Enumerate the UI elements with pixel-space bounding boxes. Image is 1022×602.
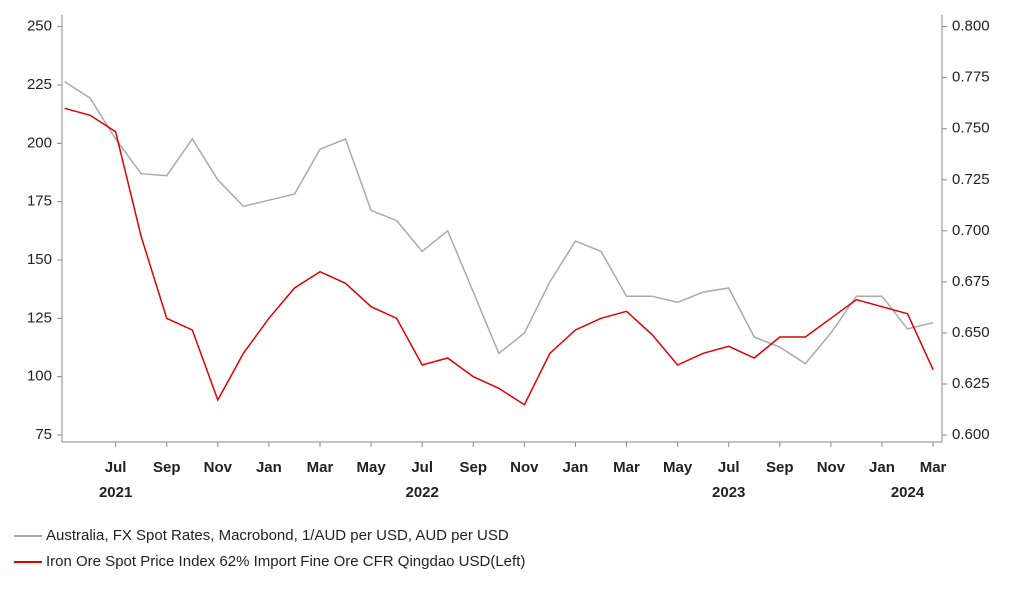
x-tick-label: Jan <box>256 459 282 476</box>
y2-tick-label: 0.650 <box>952 324 990 341</box>
y-tick-label: 125 <box>27 309 52 326</box>
x-tick-label: Nov <box>204 459 233 476</box>
y2-tick-label: 0.725 <box>952 171 990 188</box>
x-tick-label: May <box>663 459 693 476</box>
x-tick-label: Jul <box>718 459 740 476</box>
y2-tick-label: 0.775 <box>952 69 990 86</box>
y2-tick-label: 0.700 <box>952 222 990 239</box>
y2-tick-label: 0.750 <box>952 120 990 137</box>
x-tick-label: Sep <box>460 459 488 476</box>
y2-tick-label: 0.625 <box>952 375 990 392</box>
y-tick-label: 225 <box>27 76 52 93</box>
y-tick-label: 250 <box>27 18 52 35</box>
y2-tick-label: 0.800 <box>952 18 990 35</box>
y-tick-label: 150 <box>27 251 52 268</box>
x-tick-label: Mar <box>613 459 640 476</box>
x-tick-label: Sep <box>766 459 794 476</box>
x-tick-label: Jul <box>411 459 433 476</box>
x-tick-label: Mar <box>307 459 334 476</box>
y-tick-label: 175 <box>27 193 52 210</box>
x-tick-label: Nov <box>817 459 846 476</box>
x-tick-label: Nov <box>510 459 539 476</box>
x-tick-label: Jul <box>105 459 127 476</box>
y2-tick-label: 0.600 <box>952 426 990 443</box>
series-line <box>64 81 934 365</box>
x-tick-label: Jan <box>563 459 589 476</box>
x-tick-label: Mar <box>920 459 947 476</box>
x-tick-label: May <box>356 459 386 476</box>
x-tick-label: Jan <box>869 459 895 476</box>
series-line <box>64 107 934 406</box>
year-label: 2024 <box>891 484 925 501</box>
y-tick-label: 100 <box>27 368 52 385</box>
y2-tick-label: 0.675 <box>952 273 990 290</box>
y-tick-label: 200 <box>27 134 52 151</box>
year-label: 2022 <box>405 484 438 501</box>
year-label: 2023 <box>712 484 745 501</box>
legend-label: Iron Ore Spot Price Index 62% Import Fin… <box>46 553 525 570</box>
x-tick-label: Sep <box>153 459 181 476</box>
y-tick-label: 75 <box>35 426 52 443</box>
year-label: 2021 <box>99 484 132 501</box>
legend-label: Australia, FX Spot Rates, Macrobond, 1/A… <box>46 527 509 544</box>
